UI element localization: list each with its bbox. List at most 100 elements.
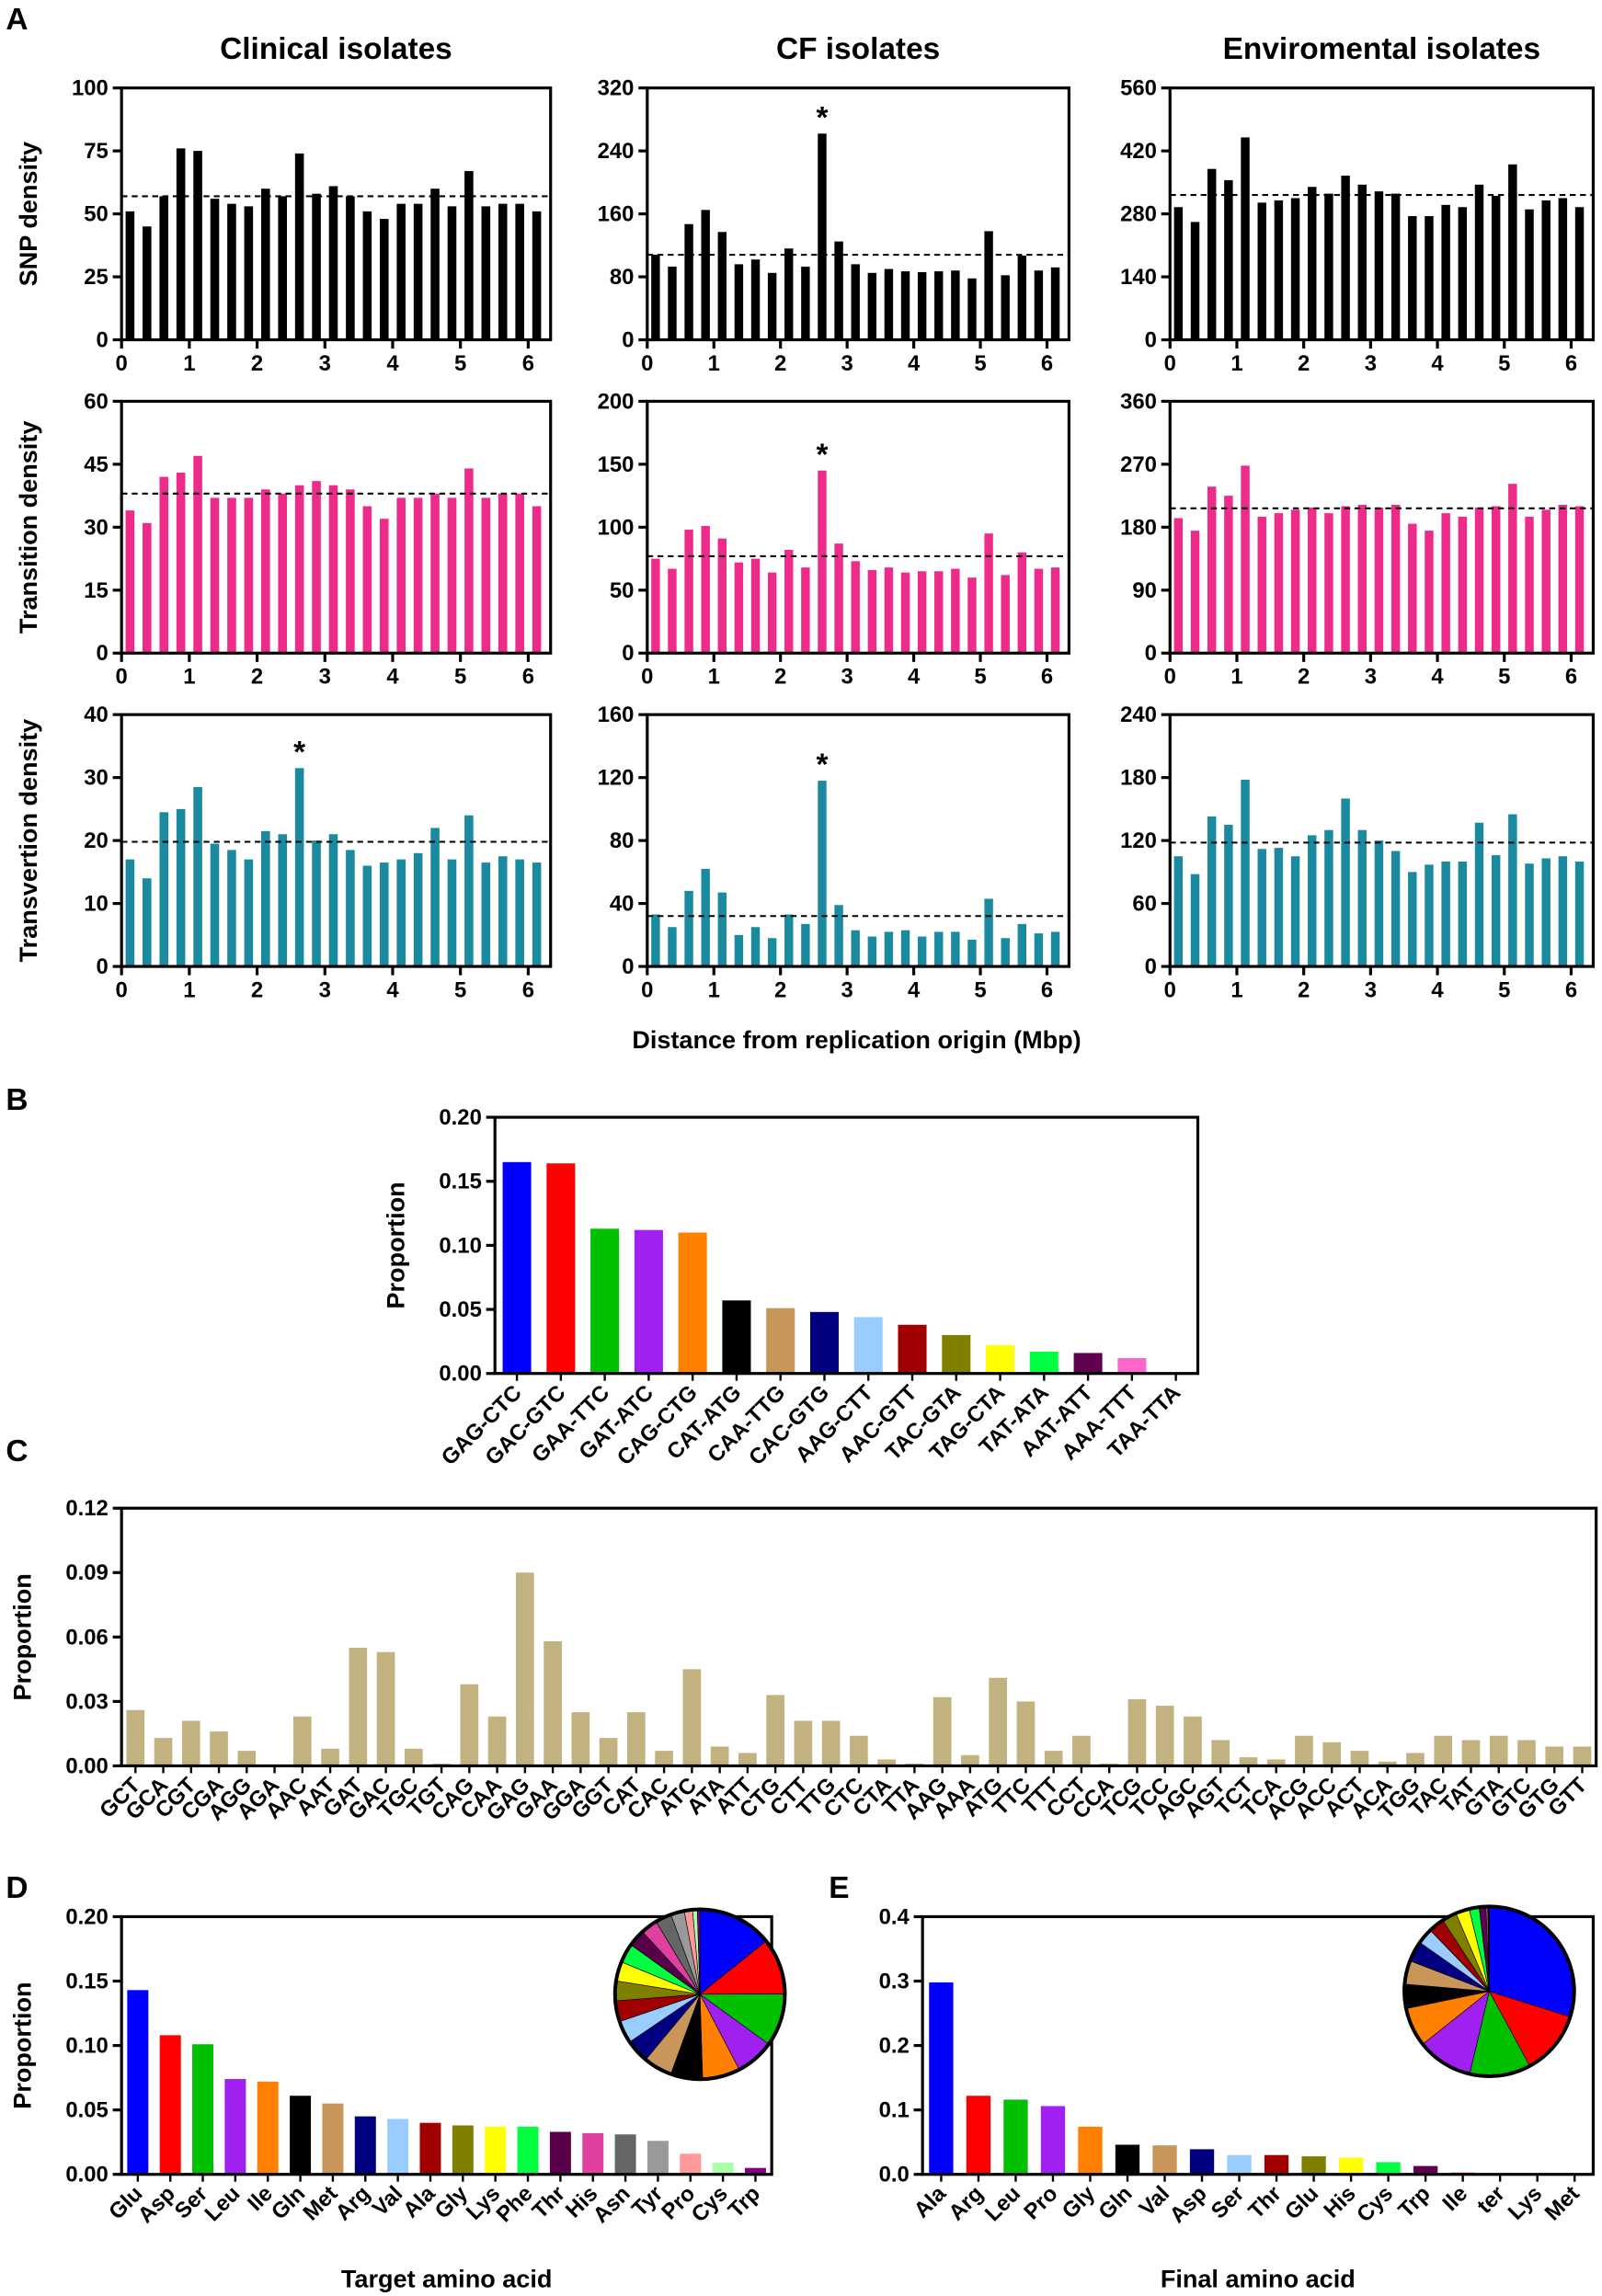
bar xyxy=(853,1317,883,1374)
bar xyxy=(1408,523,1417,654)
bar xyxy=(362,211,372,340)
bar xyxy=(430,188,440,340)
y-tick-label: 15 xyxy=(84,578,109,603)
annotation: * xyxy=(816,101,828,135)
y-tick-label: 60 xyxy=(84,389,109,414)
x-tick-label: 2 xyxy=(1298,351,1310,376)
x-tick-label: ter xyxy=(1472,2181,1510,2219)
bar xyxy=(717,892,727,967)
bar xyxy=(801,923,810,967)
bar xyxy=(801,266,810,340)
y-tick-label: 120 xyxy=(598,766,635,791)
bar xyxy=(1073,1353,1103,1374)
bar xyxy=(1190,222,1200,340)
bar xyxy=(1152,2145,1177,2175)
x-axis-label: Distance from replication origin (Mbp) xyxy=(632,1026,1081,1054)
bar xyxy=(734,934,744,967)
bar xyxy=(413,852,423,967)
bar xyxy=(961,1754,979,1766)
bar xyxy=(379,219,389,340)
bar xyxy=(244,206,254,340)
bar xyxy=(1517,1740,1536,1766)
bar xyxy=(627,1712,646,1766)
bar xyxy=(784,914,794,967)
bar xyxy=(485,2126,507,2175)
x-tick-label: Trp xyxy=(1393,2181,1435,2222)
bar xyxy=(1357,505,1367,654)
bar xyxy=(651,914,660,967)
bar xyxy=(464,468,474,654)
bar xyxy=(1155,1706,1174,1766)
panel-label: A xyxy=(6,3,28,37)
bar xyxy=(346,196,355,340)
bar xyxy=(734,264,744,340)
bar xyxy=(1357,829,1367,967)
bar xyxy=(125,510,135,654)
y-tick-label: 200 xyxy=(598,389,635,414)
x-tick-label: 2 xyxy=(1298,665,1310,690)
x-tick-label: 1 xyxy=(1230,977,1242,1002)
bar xyxy=(294,768,304,967)
bar xyxy=(328,485,338,654)
x-tick-label: 2 xyxy=(251,977,263,1002)
annotation: * xyxy=(816,438,828,472)
bar xyxy=(766,1695,784,1766)
x-tick-label: His xyxy=(1319,2181,1360,2222)
y-tick-label: 60 xyxy=(1132,892,1157,917)
bar xyxy=(1190,874,1200,967)
x-tick-label: 0 xyxy=(1164,665,1176,690)
x-tick-label: 1 xyxy=(1230,665,1242,690)
y-tick-label: 30 xyxy=(84,766,109,791)
bar xyxy=(193,786,202,967)
bar xyxy=(227,850,236,967)
bar xyxy=(210,497,220,654)
bar xyxy=(1241,779,1250,967)
y-tick-label: 0.00 xyxy=(439,1362,481,1387)
bar xyxy=(821,1720,841,1766)
bar xyxy=(278,196,288,340)
x-tick-label: 4 xyxy=(386,351,399,376)
bar xyxy=(515,859,524,967)
x-tick-label: 5 xyxy=(974,351,986,376)
plot-frame xyxy=(120,713,553,968)
bar xyxy=(1541,858,1551,967)
bar xyxy=(1241,137,1250,340)
panel-label: E xyxy=(829,1871,849,1905)
y-tick-label: 240 xyxy=(1120,703,1157,727)
bar xyxy=(851,561,860,654)
bar xyxy=(967,278,977,340)
bar xyxy=(1508,164,1517,340)
bar xyxy=(851,264,860,340)
x-tick-label: 4 xyxy=(908,977,921,1002)
bar xyxy=(951,270,960,340)
bar xyxy=(532,506,542,654)
bar xyxy=(1274,200,1284,340)
bar xyxy=(1207,816,1217,967)
x-tick-label: 5 xyxy=(1498,977,1510,1002)
bar xyxy=(1541,200,1551,340)
x-tick-label: Asp xyxy=(1165,2181,1212,2228)
bar xyxy=(210,1731,228,1766)
bar xyxy=(1491,855,1501,967)
y-axis-label: Proportion xyxy=(8,1573,36,1700)
bar xyxy=(712,2163,734,2175)
x-tick-label: 5 xyxy=(454,977,466,1002)
bar xyxy=(1274,513,1284,654)
bar xyxy=(328,834,338,967)
bar xyxy=(701,868,710,967)
bar xyxy=(1308,508,1317,654)
bar xyxy=(651,255,660,340)
x-tick-label: 5 xyxy=(454,351,466,376)
bar xyxy=(668,568,677,654)
x-tick-label: 0 xyxy=(116,351,128,376)
y-tick-label: 270 xyxy=(1120,452,1157,477)
x-tick-label: 5 xyxy=(974,977,986,1002)
bar xyxy=(143,522,152,654)
x-tick-label: 6 xyxy=(1565,665,1577,690)
bar xyxy=(278,834,288,967)
bar xyxy=(1266,1759,1286,1766)
y-tick-label: 80 xyxy=(610,828,635,853)
bar xyxy=(413,203,423,340)
bar xyxy=(1290,509,1300,654)
bar xyxy=(546,1163,576,1374)
